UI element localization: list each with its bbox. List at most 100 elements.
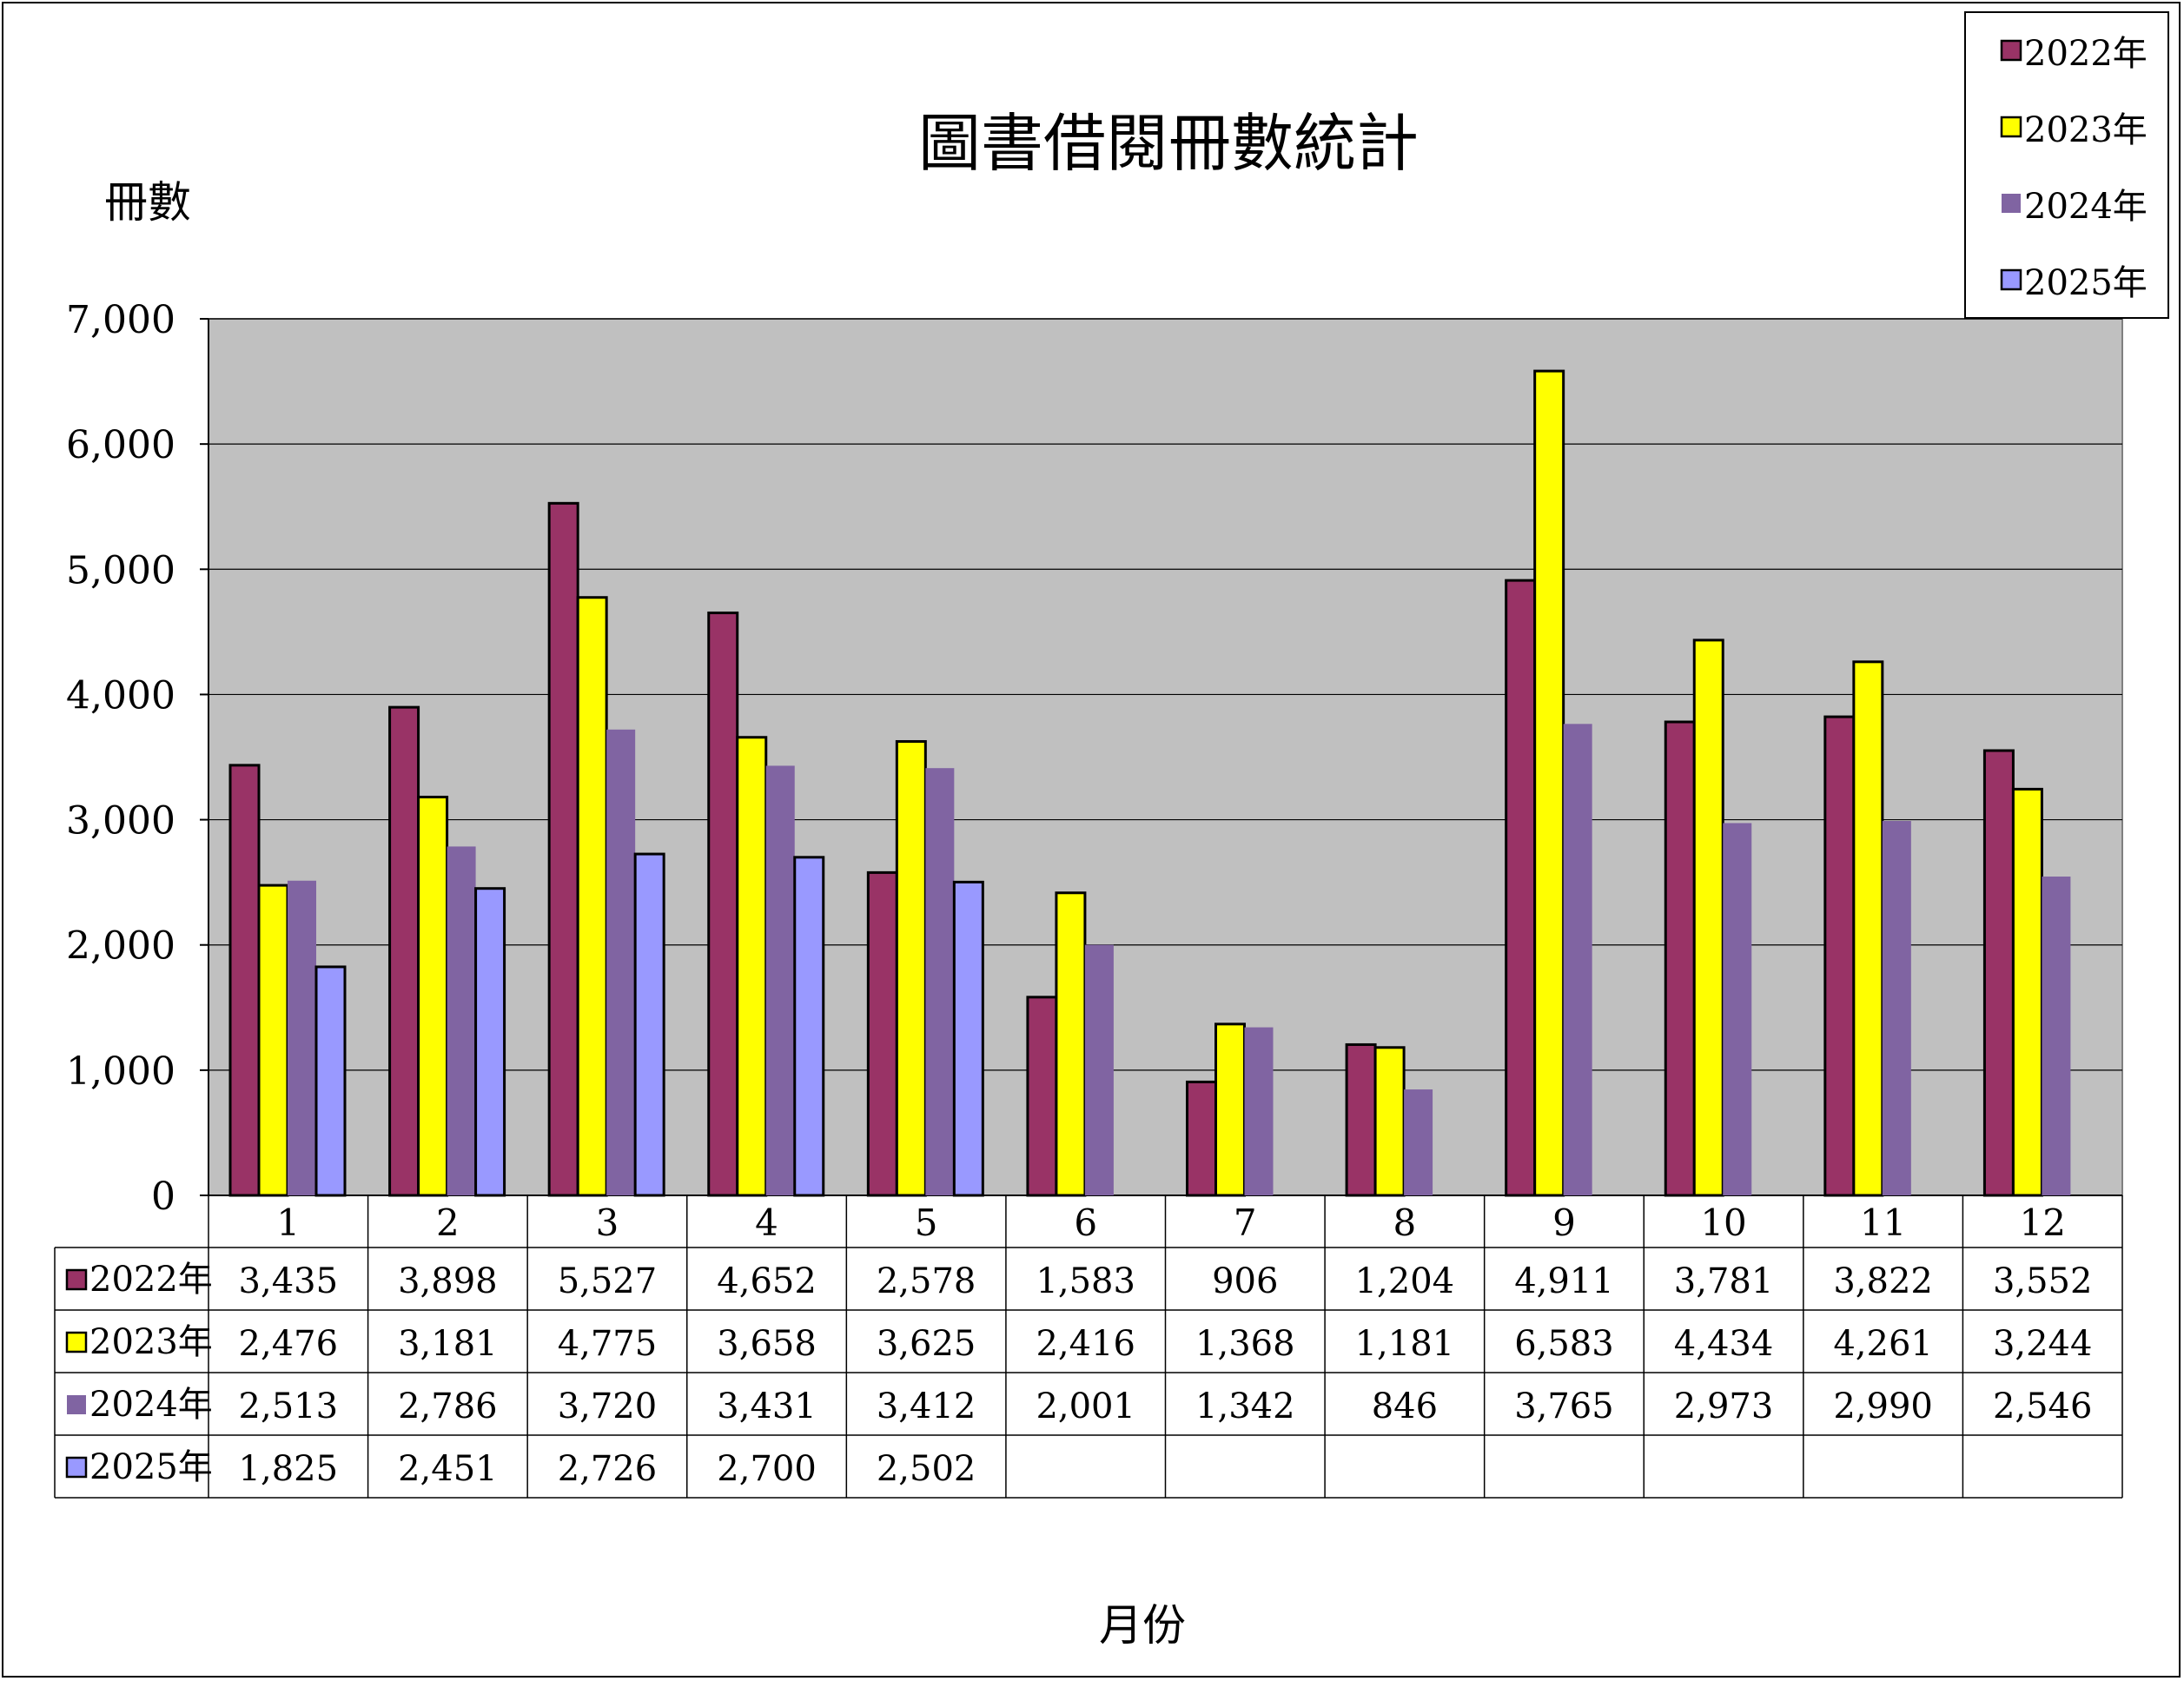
x-tick-label: 1 xyxy=(276,1201,300,1244)
data-label: 2,416 xyxy=(1036,1324,1135,1364)
bar-2022年-8 xyxy=(1345,1042,1377,1197)
y-tick-label: 5,000 xyxy=(66,548,175,592)
bar-2025年-3 xyxy=(633,852,665,1197)
data-label: 2,001 xyxy=(1036,1386,1135,1426)
y-tick-label: 2,000 xyxy=(66,924,175,969)
bar-2024年-10 xyxy=(1723,823,1752,1195)
data-label: 1,342 xyxy=(1195,1386,1295,1426)
data-label: 1,204 xyxy=(1355,1261,1455,1301)
data-label: 2,973 xyxy=(1674,1386,1774,1426)
table-series-label: 2023年 xyxy=(89,1322,213,1362)
y-tick-label: 1,000 xyxy=(66,1049,175,1094)
bar-2023年-12 xyxy=(2011,787,2043,1197)
bar-2023年-7 xyxy=(1214,1022,1246,1197)
data-label: 1,583 xyxy=(1036,1261,1135,1301)
x-tick-label: 10 xyxy=(1700,1201,1746,1244)
x-tick-label: 7 xyxy=(1234,1201,1257,1244)
bar-2024年-9 xyxy=(1563,724,1592,1195)
data-label: 2,513 xyxy=(239,1386,339,1426)
y-axis-title: 冊數 xyxy=(104,177,191,228)
x-tick-label: 9 xyxy=(1552,1201,1576,1244)
table-legend-key xyxy=(67,1395,86,1414)
legend-key xyxy=(2000,268,2022,291)
table-series-label: 2022年 xyxy=(89,1260,213,1300)
data-label: 3,431 xyxy=(717,1386,817,1426)
data-label: 3,625 xyxy=(877,1324,976,1364)
bar-2023年-8 xyxy=(1373,1046,1406,1197)
data-label: 4,652 xyxy=(717,1261,817,1301)
x-tick-label: 8 xyxy=(1393,1201,1417,1244)
data-label: 2,786 xyxy=(398,1386,498,1426)
x-axis-title: 月份 xyxy=(1099,1600,1186,1651)
bar-2023年-1 xyxy=(257,884,289,1197)
bar-2022年-2 xyxy=(388,705,420,1197)
chart-title: 圖書借閱冊數統計 xyxy=(918,107,1419,180)
bar-2023年-10 xyxy=(1692,639,1724,1197)
data-label: 1,825 xyxy=(239,1449,339,1489)
bar-2025年-5 xyxy=(952,880,984,1197)
bar-2022年-7 xyxy=(1186,1080,1217,1197)
data-label: 3,781 xyxy=(1674,1261,1774,1301)
bar-2024年-5 xyxy=(925,768,955,1195)
x-tick-label: 3 xyxy=(596,1201,619,1244)
table-legend-key xyxy=(65,1456,88,1479)
legend-box xyxy=(1964,11,2169,319)
bar-2024年-1 xyxy=(288,880,316,1195)
x-tick-label: 4 xyxy=(755,1201,778,1244)
data-label: 3,412 xyxy=(877,1386,976,1426)
bar-2023年-6 xyxy=(1055,891,1087,1197)
legend-entry: 2024年 xyxy=(2024,187,2148,227)
data-label: 6,583 xyxy=(1514,1324,1614,1364)
data-label: 3,181 xyxy=(398,1324,498,1364)
x-tick-label: 11 xyxy=(1860,1201,1906,1244)
bar-2022年-4 xyxy=(707,611,739,1197)
legend-key xyxy=(2000,39,2022,62)
bar-2024年-2 xyxy=(447,846,476,1195)
table-legend-key xyxy=(65,1331,88,1353)
bar-2024年-11 xyxy=(1882,821,1911,1195)
bar-2023年-3 xyxy=(576,596,608,1197)
bar-2025年-4 xyxy=(793,856,825,1197)
table-legend-key xyxy=(65,1268,88,1291)
bar-2022年-3 xyxy=(547,501,579,1197)
data-label: 2,700 xyxy=(717,1449,817,1489)
bar-2025年-2 xyxy=(474,887,506,1197)
legend-entry: 2025年 xyxy=(2024,263,2148,303)
y-tick-label: 7,000 xyxy=(66,298,175,342)
data-label: 3,720 xyxy=(558,1386,658,1426)
data-label: 4,261 xyxy=(1833,1324,1933,1364)
bar-2025年-1 xyxy=(314,965,347,1197)
bar-2022年-12 xyxy=(1982,749,2015,1197)
data-label: 4,911 xyxy=(1514,1261,1614,1301)
data-label: 3,435 xyxy=(239,1261,339,1301)
bar-2024年-4 xyxy=(765,765,795,1195)
data-label: 3,765 xyxy=(1514,1386,1614,1426)
data-label: 846 xyxy=(1372,1386,1438,1426)
y-tick-label: 6,000 xyxy=(66,423,175,467)
data-label: 4,775 xyxy=(558,1324,658,1364)
bar-2022年-11 xyxy=(1823,715,1856,1197)
bar-2024年-8 xyxy=(1404,1089,1433,1195)
data-label: 906 xyxy=(1212,1261,1278,1301)
legend-key xyxy=(2000,116,2022,138)
x-tick-label: 5 xyxy=(915,1201,938,1244)
x-tick-label: 12 xyxy=(2019,1201,2065,1244)
bar-2023年-4 xyxy=(736,736,768,1197)
bar-2023年-2 xyxy=(417,795,449,1197)
bar-2024年-3 xyxy=(606,729,636,1195)
bar-2024年-7 xyxy=(1244,1027,1274,1195)
x-tick-label: 2 xyxy=(436,1201,460,1244)
data-label: 5,527 xyxy=(558,1261,658,1301)
data-label: 3,898 xyxy=(398,1261,498,1301)
bar-2023年-11 xyxy=(1852,660,1884,1197)
data-label: 3,658 xyxy=(717,1324,817,1364)
data-label: 2,726 xyxy=(558,1449,658,1489)
table-series-label: 2025年 xyxy=(89,1447,213,1487)
data-label: 4,434 xyxy=(1674,1324,1774,1364)
data-label: 1,368 xyxy=(1195,1324,1295,1364)
bar-2023年-5 xyxy=(895,739,927,1197)
bar-2022年-10 xyxy=(1664,720,1696,1197)
data-label: 2,990 xyxy=(1833,1386,1933,1426)
